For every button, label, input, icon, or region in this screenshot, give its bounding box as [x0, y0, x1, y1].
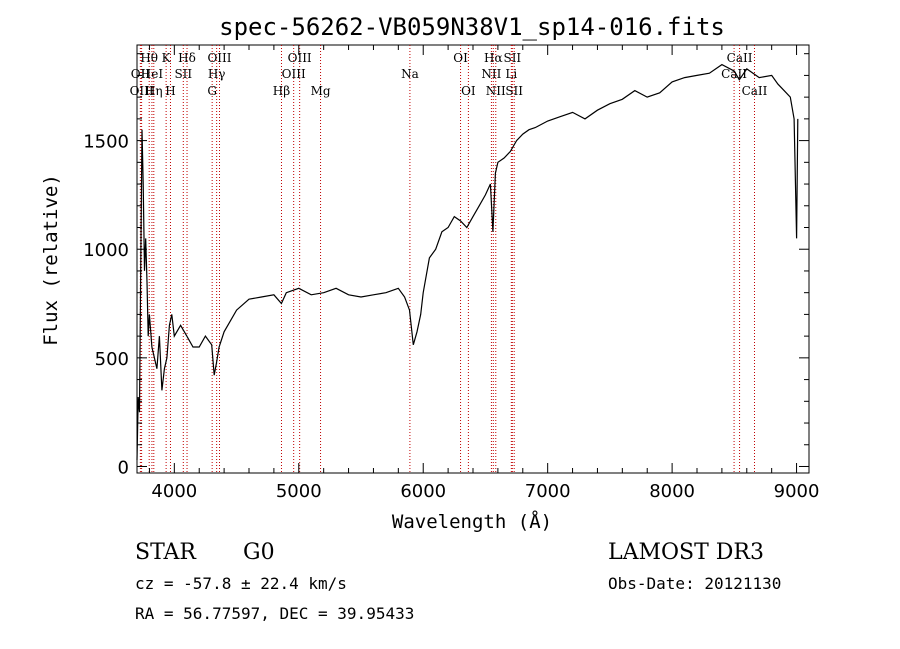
line-label-17: OI: [453, 51, 468, 65]
line-markers: [139, 45, 755, 473]
line-label-7: H: [165, 84, 175, 98]
x-tick-label-0: 4000: [151, 481, 197, 502]
line-label-27: CaII: [742, 84, 768, 98]
y-tick-label-2: 1000: [83, 240, 129, 261]
y-tick-label-1: 500: [95, 349, 129, 370]
x-tick-label-1: 5000: [276, 481, 322, 502]
line-label-11: G: [207, 84, 217, 98]
line-label-3: HeI: [141, 67, 164, 81]
line-label-6: SII: [174, 67, 192, 81]
chart-title: spec-56262-VB059N38V1_sp14-016.fits: [219, 13, 725, 41]
line-label-13: OIII: [288, 51, 312, 65]
line-label-20: NII: [481, 67, 501, 81]
survey-name: LAMOST DR3: [608, 540, 764, 565]
line-label-24: SII: [505, 84, 523, 98]
line-label-10: Hγ: [208, 67, 226, 81]
x-tick-label-3: 7000: [525, 481, 571, 502]
line-label-21: NII: [486, 84, 506, 98]
line-label-4: Hη: [145, 84, 163, 98]
y-tick-label-3: 1500: [83, 132, 129, 153]
line-label-16: Na: [401, 67, 419, 81]
y-tick-label-0: 0: [118, 457, 129, 478]
line-label-25: CaII: [727, 51, 753, 65]
x-axis-label: Wavelength (Å): [392, 510, 552, 533]
line-label-8: Hδ: [178, 51, 196, 65]
line-label-22: SII: [503, 51, 521, 65]
line-label-18: OI: [461, 84, 476, 98]
y-axis-label: Flux (relative): [40, 174, 62, 346]
line-label-15: Mg: [311, 84, 331, 98]
line-label-12: Hβ: [273, 84, 290, 98]
x-tick-label-2: 6000: [400, 481, 446, 502]
object-class: STAR: [135, 540, 196, 565]
line-label-1: OII: [131, 67, 151, 81]
redshift-readout: cz = -57.8 ± 22.4 km/s: [135, 574, 347, 593]
line-label-2: OIII: [130, 84, 154, 98]
x-tick-label-5: 9000: [774, 481, 820, 502]
x-tick-label-4: 8000: [649, 481, 695, 502]
obs-date: Obs-Date: 20121130: [608, 574, 782, 593]
line-label-14: OIII: [282, 67, 306, 81]
y-axis-ticks: 0 500 1000 1500: [83, 53, 809, 478]
object-subclass: G0: [243, 540, 275, 565]
coordinates-readout: RA = 56.77597, DEC = 39.95433: [135, 604, 415, 623]
spectrum-series-line: [136, 63, 799, 461]
line-label-5: K: [162, 51, 172, 65]
x-axis-ticks: 4000 5000 6000 7000 8000 9000: [148, 45, 820, 502]
plot-frame: [136, 44, 810, 474]
line-label-9: OIII: [207, 51, 231, 65]
line-label-0: Hθ: [140, 51, 158, 65]
line-label-19: Hα: [484, 51, 503, 65]
line-label-23: Li: [505, 67, 517, 81]
